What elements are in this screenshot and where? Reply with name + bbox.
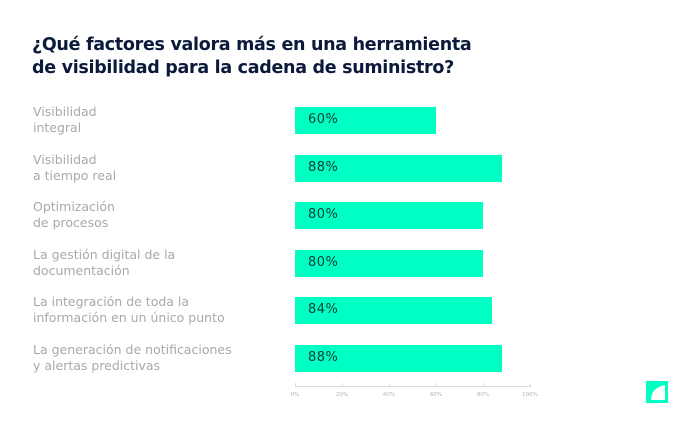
x-tick-label: 0% (290, 392, 300, 398)
x-tick-mark (436, 383, 437, 387)
title-line-2: de visibilidad para la cadena de suminis… (32, 58, 454, 78)
x-tick-mark (530, 383, 531, 387)
category-label-line: Visibilidad (33, 151, 97, 167)
category-label-line: La generación de notificaciones (33, 341, 232, 357)
category-label-line: integral (33, 120, 82, 135)
category-label-line: Optimización (33, 199, 115, 214)
x-tick-label: 80% (476, 392, 490, 398)
x-tick-label: 60% (429, 392, 443, 398)
bar: 88% (295, 344, 502, 372)
bar: 88% (295, 154, 502, 182)
bar: 60% (295, 107, 436, 134)
data-label: 88% (308, 349, 339, 365)
x-tick-label: 20% (335, 392, 349, 398)
x-tick-label: 40% (382, 392, 396, 398)
category-label: La generación de notificaciones y alertas… (33, 342, 273, 374)
data-label: 88% (308, 159, 339, 175)
chart-title: ¿Qué factores valora más en una herramie… (32, 34, 472, 80)
category-label-line: información en un único punto (33, 310, 225, 325)
x-tick-mark (342, 383, 343, 387)
category-label: Optimización de procesos (33, 199, 273, 231)
x-tick-mark (389, 383, 390, 387)
category-label-line: de procesos (33, 215, 109, 230)
category-label-line: Visibilidad (33, 104, 97, 119)
brand-logo (646, 381, 668, 403)
category-label-line: documentación (33, 262, 130, 278)
x-axis-line (295, 386, 530, 387)
data-label: 80% (308, 254, 339, 270)
x-tick-mark (295, 383, 296, 387)
data-label: 84% (308, 302, 339, 317)
category-label: La integración de toda la información en … (33, 294, 273, 326)
category-label-line: a tiempo real (33, 167, 117, 183)
category-label-line: La gestión digital de la (33, 246, 176, 262)
category-label: Visibilidad integral (33, 104, 273, 136)
bar: 84% (295, 297, 493, 324)
x-tick-label: 100% (522, 392, 538, 398)
bar: 80% (295, 202, 483, 229)
bar: 80% (295, 249, 483, 277)
title-line-1: ¿Qué factores valora más en una herramie… (32, 35, 472, 55)
category-label-line: La integración de toda la (33, 294, 190, 309)
category-label: Visibilidad a tiempo real (33, 152, 273, 184)
data-label: 80% (308, 207, 339, 222)
category-label: La gestión digital de la documentación (33, 247, 273, 279)
category-label-line: y alertas predictivas (33, 357, 161, 373)
x-tick-mark (483, 383, 484, 387)
data-label: 60% (308, 112, 339, 127)
